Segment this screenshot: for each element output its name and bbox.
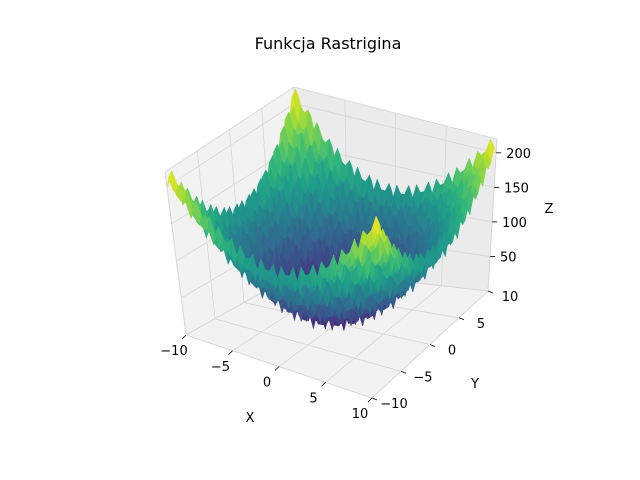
x-tick-label: 5 [309, 391, 317, 406]
y-tick-label: −10 [380, 397, 407, 412]
chart-title: Funkcja Rastrigina [255, 34, 402, 53]
y-tick-label: 5 [477, 317, 485, 332]
surface-facet [373, 215, 381, 236]
y-tick-mark [371, 397, 378, 401]
y-tick-label: −5 [413, 370, 432, 385]
y-tick-label: 10 [502, 290, 519, 305]
x-axis-label: X [246, 411, 255, 426]
y-tick-mark [458, 317, 465, 321]
x-tick-mark [274, 366, 280, 371]
z-tick-label: 50 [500, 250, 517, 265]
z-tick-label: 200 [506, 147, 531, 162]
surface-mesh [166, 88, 497, 331]
y-tick-mark [429, 344, 436, 347]
z-tick-label: 100 [502, 216, 527, 231]
y-axis-label: Y [470, 377, 479, 392]
axes: −10 −5 0 5 10 −10 −5 0 5 10 50 100 150 200 [160, 147, 531, 422]
grid-line-y [229, 129, 431, 345]
x-tick-mark [367, 397, 373, 403]
x-tick-mark [321, 381, 326, 387]
y-tick-label: 0 [448, 344, 456, 359]
x-tick-mark [228, 350, 233, 356]
x-tick-label: −10 [160, 344, 187, 359]
y-tick-mark [487, 290, 494, 294]
x-tick-label: 0 [263, 376, 271, 391]
z-axis-label: Z [545, 202, 554, 217]
x-tick-label: −5 [211, 360, 230, 375]
y-tick-mark [400, 370, 407, 374]
z-tick-label: 150 [504, 181, 529, 196]
x-tick-label: 10 [352, 407, 369, 422]
x-tick-mark [181, 334, 187, 340]
